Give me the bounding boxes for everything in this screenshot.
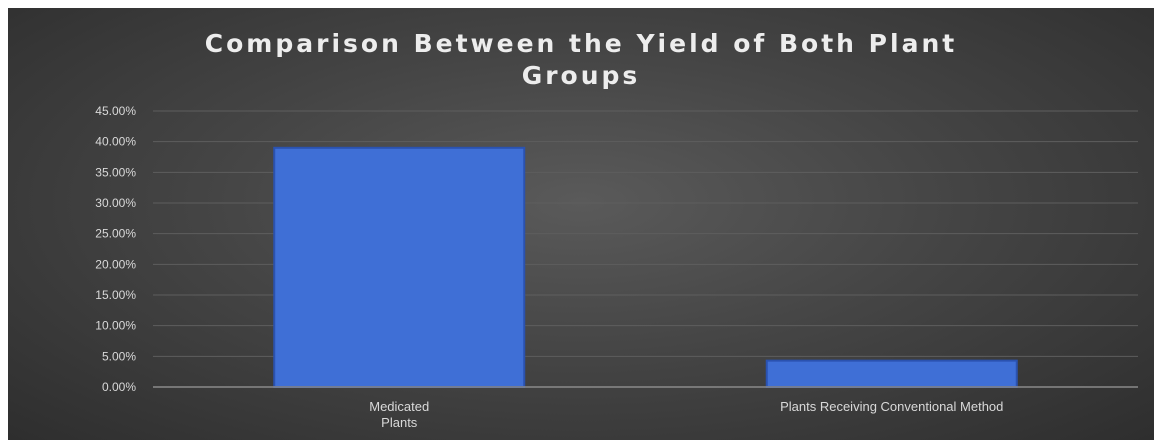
y-axis-ticks: 0.00% 5.00% 10.00% 15.00% 20.00% 25.00% 30.00%…	[95, 104, 136, 394]
x-tick-label-line: Plants Receiving Conventional Method	[780, 399, 1003, 414]
y-tick-label: 0.00%	[102, 380, 136, 394]
y-tick-label: 15.00%	[95, 288, 136, 302]
y-tick-label: 30.00%	[95, 196, 136, 210]
y-tick-label: 10.00%	[95, 319, 136, 333]
y-tick-label: 35.00%	[95, 165, 136, 179]
chart-area: Comparison Between the Yield of Both Pla…	[8, 8, 1154, 440]
x-tick-label-line: Plants	[381, 415, 418, 430]
x-axis-labels: Medicated Plants Plants Receiving Conventi…	[369, 399, 1003, 430]
plot-area: 0.00% 5.00% 10.00% 15.00% 20.00% 25.00% 30.00%…	[95, 104, 1138, 430]
chart-title-line-1: Comparison Between the Yield of Both Pla…	[204, 29, 958, 58]
chart-title: Comparison Between the Yield of Both Pla…	[8, 28, 1154, 92]
chart-title-line-2: Groups	[521, 61, 641, 90]
y-tick-label: 40.00%	[95, 135, 136, 149]
bar	[765, 359, 1018, 389]
y-tick-label: 5.00%	[102, 349, 136, 363]
y-tick-label: 25.00%	[95, 227, 136, 241]
x-tick-label: Plants Receiving Conventional Method	[780, 399, 1003, 414]
y-tick-label: 20.00%	[95, 257, 136, 271]
y-tick-label: 45.00%	[95, 104, 136, 118]
bars	[273, 146, 1018, 389]
x-tick-label: Medicated Plants	[369, 399, 429, 430]
x-tick-label-line: Medicated	[369, 399, 429, 414]
bar	[273, 146, 526, 388]
